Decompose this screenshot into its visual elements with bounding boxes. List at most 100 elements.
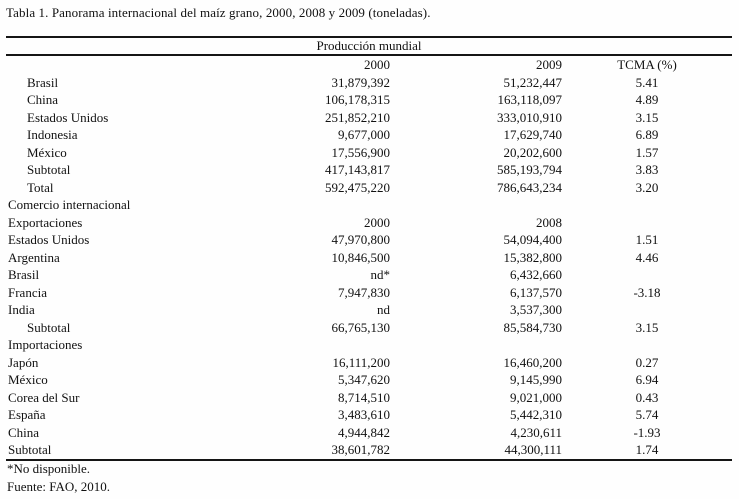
row-label-cell: China [8, 424, 40, 440]
table-row: Brasil 31,879,392 51,232,447 5.41 [6, 74, 732, 92]
value-2000-cell: 9,677,000 [338, 127, 390, 142]
table-row: Corea del Sur 8,714,510 9,021,000 0.43 [6, 389, 732, 407]
value-tcma-cell [562, 214, 732, 232]
table-row: Exportaciones 2000 2008 [6, 214, 732, 232]
value-2009-cell: 5,442,310 [510, 407, 562, 422]
value-tcma-cell: -1.93 [633, 424, 661, 440]
table-row: México 5,347,620 9,145,990 6.94 [6, 371, 732, 389]
value-tcma-cell: 5.41 [635, 74, 659, 90]
value-tcma-cell [562, 301, 732, 319]
group-header-produccion-mundial: Producción mundial [6, 36, 733, 56]
table-row: Estados Unidos 47,970,800 54,094,400 1.51 [6, 231, 732, 249]
col-header-tcma: TCMA (%) [617, 57, 677, 72]
value-2009-cell: 333,010,910 [497, 109, 562, 125]
table-row: Importaciones [6, 336, 732, 354]
table-head: Producción mundial 2000 2009 TCMA (%) [6, 36, 733, 74]
table-row: China 106,178,315 163,118,097 4.89 [6, 91, 732, 109]
value-2009-cell: 163,118,097 [497, 92, 562, 107]
data-table: Producción mundial 2000 2009 TCMA (%) Br… [6, 36, 733, 461]
table-row: Estados Unidos 251,852,210 333,010,910 3.15 [6, 109, 732, 127]
value-2000-cell [290, 196, 390, 214]
table-row: Comercio internacional [6, 196, 732, 214]
value-tcma-cell: 1.57 [635, 144, 659, 160]
row-label-cell: China [27, 92, 59, 107]
value-2000-cell: 7,947,830 [338, 284, 390, 300]
value-tcma-cell: 0.27 [635, 354, 659, 370]
value-2009-cell: 2008 [536, 214, 562, 230]
value-tcma-cell: 4.46 [635, 249, 659, 265]
value-2000-cell: 417,143,817 [325, 162, 390, 177]
footnote-source: Fuente: FAO, 2010. [7, 479, 111, 494]
table-caption: Tabla 1. Panorama internacional del maíz… [6, 5, 431, 20]
value-tcma-cell: 6.94 [635, 372, 659, 387]
table-row: España 3,483,610 5,442,310 5.74 [6, 406, 732, 424]
value-2000-cell: nd* [370, 267, 391, 282]
value-2009-cell: 17,629,740 [503, 127, 563, 142]
value-2000-cell: 16,111,200 [332, 354, 390, 370]
value-2000-cell: 31,879,392 [331, 74, 391, 90]
value-tcma-cell: 0.43 [635, 389, 659, 405]
value-2009-cell: 85,584,730 [503, 319, 563, 335]
row-label-cell: Comercio internacional [8, 197, 131, 212]
value-2009-cell: 44,300,111 [504, 442, 562, 457]
table-row: Indonesia 9,677,000 17,629,740 6.89 [6, 126, 732, 144]
row-label-cell: México [8, 372, 48, 387]
value-2009-cell: 6,137,570 [510, 284, 562, 300]
row-label-cell: Exportaciones [8, 214, 83, 230]
row-label-cell: Importaciones [8, 337, 83, 352]
value-tcma-cell: 3.15 [635, 319, 659, 335]
value-2000-cell: 10,846,500 [331, 249, 391, 265]
row-label-cell: Brasil [27, 74, 59, 90]
table-row: Subtotal 38,601,782 44,300,111 1.74 [6, 441, 732, 460]
row-label-cell: España [8, 407, 46, 422]
value-2009-cell: 6,432,660 [510, 267, 562, 282]
row-label-cell: Total [27, 179, 54, 195]
value-2000-cell: 5,347,620 [338, 372, 390, 387]
value-2000-cell: 47,970,800 [331, 232, 391, 247]
row-label-cell: Corea del Sur [8, 389, 80, 405]
value-2000-cell: 17,556,900 [331, 144, 391, 160]
value-tcma-cell: 5.74 [635, 407, 659, 422]
value-2000-cell: 592,475,220 [325, 179, 390, 195]
row-label-cell: Argentina [8, 249, 60, 265]
value-2009-cell: 3,537,300 [510, 302, 562, 317]
table-row: Japón 16,111,200 16,460,200 0.27 [6, 354, 732, 372]
value-2000-cell: 66,765,130 [331, 319, 391, 335]
value-2009-cell: 9,145,990 [510, 372, 562, 387]
group-header-row: Producción mundial [6, 36, 733, 56]
value-tcma-cell: 6.89 [635, 127, 659, 142]
table-row: Subtotal 66,765,130 85,584,730 3.15 [6, 319, 732, 337]
value-2009-cell: 20,202,600 [503, 144, 563, 160]
col-header-2000: 2000 [364, 57, 390, 72]
value-2000-cell: 3,483,610 [338, 407, 390, 422]
col-header-2009: 2009 [536, 57, 562, 72]
value-2009-cell [390, 336, 562, 354]
value-tcma-cell: 1.74 [635, 442, 659, 457]
row-label-cell: México [27, 144, 67, 160]
value-2009-cell: 16,460,200 [503, 354, 563, 370]
table-row: Argentina 10,846,500 15,382,800 4.46 [6, 249, 732, 267]
value-2000-cell: 4,944,842 [338, 424, 390, 440]
row-label-cell: Francia [8, 284, 47, 300]
value-2000-cell: 8,714,510 [338, 389, 390, 405]
table-row: China 4,944,842 4,230,611 -1.93 [6, 424, 732, 442]
value-tcma-cell: 3.20 [635, 179, 659, 195]
row-label-cell: Subtotal [27, 162, 71, 177]
value-2009-cell: 4,230,611 [510, 424, 562, 440]
value-2009-cell: 585,193,794 [497, 162, 562, 177]
footnote-not-available: *No disponible. [7, 461, 91, 476]
value-2009-cell: 15,382,800 [503, 249, 563, 265]
table-body: Brasil 31,879,392 51,232,447 5.41 China 106,1… [6, 74, 732, 460]
row-label-cell: Indonesia [27, 127, 78, 142]
row-label-cell: Estados Unidos [27, 109, 109, 125]
value-tcma-cell [562, 196, 732, 214]
value-2000-cell: 251,852,210 [325, 109, 390, 125]
row-label-cell: Brasil [8, 267, 40, 282]
table-row: Subtotal 417,143,817 585,193,794 3.83 [6, 161, 732, 179]
value-tcma-cell: -3.18 [633, 284, 661, 300]
column-header-row: 2000 2009 TCMA (%) [6, 55, 732, 74]
table-row: México 17,556,900 20,202,600 1.57 [6, 144, 732, 162]
table-row: Francia 7,947,830 6,137,570 -3.18 [6, 284, 732, 302]
value-2009-cell: 51,232,447 [503, 74, 563, 90]
